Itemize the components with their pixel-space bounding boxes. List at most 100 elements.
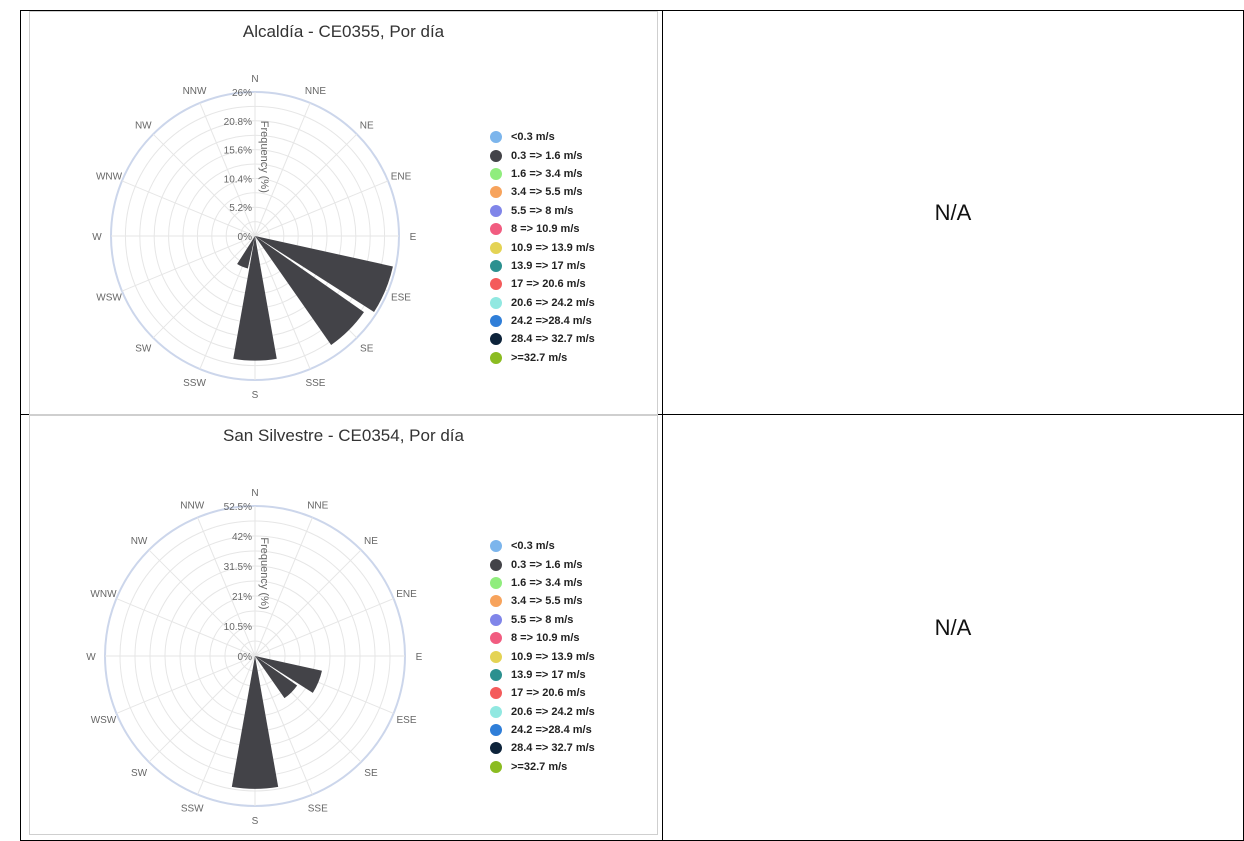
radial-tick-label: 10.4% bbox=[224, 174, 252, 185]
legend-item[interactable]: 1.6 => 3.4 m/s bbox=[490, 574, 595, 592]
legend-marker bbox=[490, 186, 502, 199]
grid-spoke bbox=[197, 655, 256, 795]
legend-item[interactable]: 17 => 20.6 m/s bbox=[490, 275, 595, 293]
direction-label: S bbox=[252, 390, 259, 401]
legend-item[interactable]: 5.5 => 8 m/s bbox=[490, 611, 595, 629]
legend-item[interactable]: 5.5 => 8 m/s bbox=[490, 202, 595, 220]
radial-tick-label: 15.6% bbox=[224, 146, 252, 157]
legend-item[interactable]: 1.6 => 3.4 m/s bbox=[490, 165, 595, 183]
legend-label: 13.9 => 17 m/s bbox=[511, 668, 586, 681]
legend-marker bbox=[490, 668, 502, 681]
legend-item[interactable]: 8 => 10.9 m/s bbox=[490, 629, 595, 647]
legend-marker bbox=[490, 149, 502, 162]
legend-label: 1.6 => 3.4 m/s bbox=[511, 576, 583, 589]
legend-label: 20.6 => 24.2 m/s bbox=[511, 296, 595, 309]
direction-label: NW bbox=[131, 536, 148, 547]
grid-spoke bbox=[148, 549, 256, 657]
radial-tick-label: 10.5% bbox=[224, 622, 252, 633]
grid-spoke bbox=[116, 655, 256, 714]
legend-item[interactable]: <0.3 m/s bbox=[490, 128, 595, 146]
legend-item[interactable]: 8 => 10.9 m/s bbox=[490, 220, 595, 238]
bar-ESE bbox=[255, 236, 393, 312]
legend-item[interactable]: 3.4 => 5.5 m/s bbox=[490, 592, 595, 610]
legend-marker bbox=[490, 131, 502, 144]
legend-label: 0.3 => 1.6 m/s bbox=[511, 149, 583, 162]
legend-marker bbox=[490, 351, 502, 364]
radial-tick-label: 5.2% bbox=[229, 203, 252, 214]
legend-marker bbox=[490, 576, 502, 589]
legend-item[interactable]: 0.3 => 1.6 m/s bbox=[490, 555, 595, 573]
legend-item[interactable]: 24.2 =>28.4 m/s bbox=[490, 721, 595, 739]
legend-item[interactable]: 28.4 => 32.7 m/s bbox=[490, 330, 595, 348]
radial-tick-label: 20.8% bbox=[224, 117, 252, 128]
grid-spoke bbox=[254, 180, 389, 237]
direction-label: S bbox=[252, 816, 259, 827]
legend-item[interactable]: 3.4 => 5.5 m/s bbox=[490, 183, 595, 201]
legend-item[interactable]: >=32.7 m/s bbox=[490, 349, 595, 367]
grid-spoke bbox=[254, 102, 311, 237]
direction-label: ENE bbox=[396, 589, 417, 600]
grid-spoke bbox=[148, 655, 256, 763]
legend-item[interactable]: 24.2 =>28.4 m/s bbox=[490, 312, 595, 330]
radial-tick-label: 52.5% bbox=[224, 502, 252, 513]
direction-label: SSW bbox=[181, 804, 204, 815]
direction-label: WNW bbox=[90, 589, 117, 600]
na-cell: N/A bbox=[662, 10, 1244, 415]
direction-label: ESE bbox=[397, 715, 417, 726]
grid-spoke bbox=[116, 598, 256, 657]
legend-item[interactable]: 20.6 => 24.2 m/s bbox=[490, 294, 595, 312]
radial-tick-label: 42% bbox=[232, 532, 252, 543]
direction-label: NNE bbox=[305, 86, 326, 97]
grid-spoke bbox=[121, 180, 256, 237]
legend-label: 24.2 =>28.4 m/s bbox=[511, 315, 592, 328]
legend-label: >=32.7 m/s bbox=[511, 760, 568, 773]
legend-label: 28.4 => 32.7 m/s bbox=[511, 742, 595, 755]
legend-marker bbox=[490, 558, 502, 571]
direction-label: W bbox=[92, 232, 102, 243]
chart-cell: San Silvestre - CE0354, Por día N NNE NE EN… bbox=[20, 414, 663, 841]
legend-label: 0.3 => 1.6 m/s bbox=[511, 558, 583, 571]
legend-item[interactable]: 17 => 20.6 m/s bbox=[490, 684, 595, 702]
direction-label: NNW bbox=[183, 86, 207, 97]
legend-label: 3.4 => 5.5 m/s bbox=[511, 595, 583, 608]
legend-item[interactable]: 10.9 => 13.9 m/s bbox=[490, 647, 595, 665]
windrose-chart-2: San Silvestre - CE0354, Por día N NNE NE EN… bbox=[29, 415, 658, 835]
grid-spoke bbox=[254, 133, 358, 237]
direction-label: SW bbox=[135, 344, 152, 355]
legend-label: 10.9 => 13.9 m/s bbox=[511, 650, 595, 663]
legend-label: 8 => 10.9 m/s bbox=[511, 223, 580, 236]
grid-spoke bbox=[121, 235, 256, 292]
radial-tick-label: 26% bbox=[232, 88, 252, 99]
legend-item[interactable]: 0.3 => 1.6 m/s bbox=[490, 146, 595, 164]
legend-marker bbox=[490, 632, 502, 645]
grid-spoke bbox=[152, 235, 256, 339]
legend-item[interactable]: 13.9 => 17 m/s bbox=[490, 257, 595, 275]
legend-marker bbox=[490, 315, 502, 328]
bar-S bbox=[231, 656, 279, 789]
direction-label: SSW bbox=[183, 378, 206, 389]
legend-item[interactable]: 28.4 => 32.7 m/s bbox=[490, 739, 595, 757]
direction-label: SW bbox=[131, 768, 148, 779]
grid-spoke bbox=[152, 133, 256, 237]
legend-marker bbox=[490, 760, 502, 773]
legend-label: 17 => 20.6 m/s bbox=[511, 687, 586, 700]
legend-marker bbox=[490, 687, 502, 700]
direction-label: E bbox=[416, 652, 423, 663]
legend-item[interactable]: 13.9 => 17 m/s bbox=[490, 666, 595, 684]
legend-item[interactable]: <0.3 m/s bbox=[490, 537, 595, 555]
direction-label: SSE bbox=[305, 378, 325, 389]
grid-spoke bbox=[254, 235, 311, 370]
direction-label: ESE bbox=[391, 292, 411, 303]
bar-ESE bbox=[255, 656, 322, 693]
comparison-table: Alcaldía - CE0355, Por día N NNE NE ENE E ESE… bbox=[20, 10, 1244, 841]
legend-item[interactable]: >=32.7 m/s bbox=[490, 758, 595, 776]
legend-marker bbox=[490, 742, 502, 755]
legend-marker bbox=[490, 650, 502, 663]
direction-label: WNW bbox=[96, 172, 123, 183]
legend-item[interactable]: 10.9 => 13.9 m/s bbox=[490, 238, 595, 256]
legend-item[interactable]: 20.6 => 24.2 m/s bbox=[490, 703, 595, 721]
direction-label: E bbox=[410, 232, 417, 243]
table-row: Alcaldía - CE0355, Por día N NNE NE ENE E ESE… bbox=[20, 10, 1244, 415]
legend-marker bbox=[490, 167, 502, 180]
legend-label: 1.6 => 3.4 m/s bbox=[511, 167, 583, 180]
